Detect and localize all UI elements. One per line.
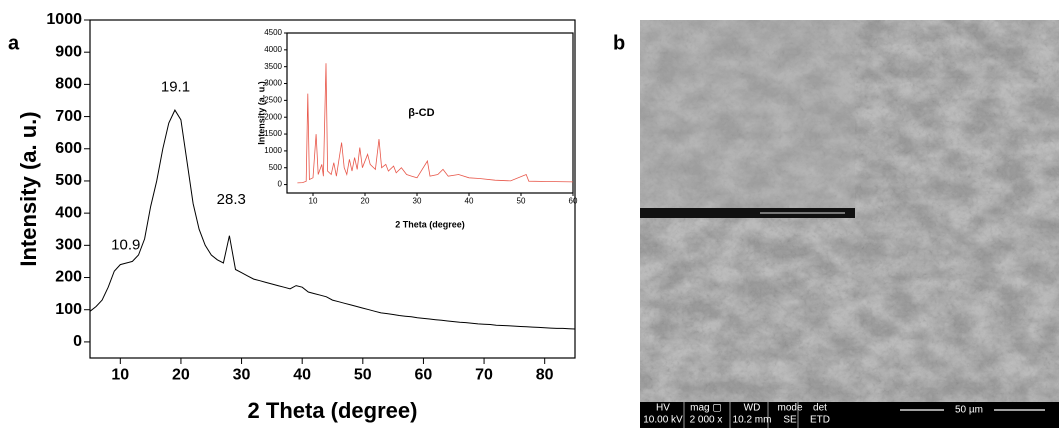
y-tick-label: 700 (55, 108, 82, 125)
sem-info-text: WD (744, 403, 761, 414)
x-tick-label: 10 (111, 366, 129, 383)
y-tick-label: 4000 (264, 45, 282, 54)
y-axis-label: Intensity (a. u.) (256, 81, 266, 145)
x-tick-label: 80 (536, 366, 554, 383)
sem-info-text: SE (783, 415, 797, 426)
y-tick-label: 200 (55, 269, 82, 286)
y-tick-label: 0 (73, 333, 82, 350)
x-tick-label: 30 (233, 366, 251, 383)
y-tick-label: 1000 (264, 146, 282, 155)
data-line (297, 63, 574, 184)
y-tick-label: 600 (55, 140, 82, 157)
x-tick-label: 20 (172, 366, 190, 383)
y-tick-label: 2000 (264, 112, 282, 121)
y-tick-label: 100 (55, 301, 82, 318)
sem-info-text: 10.2 mm (733, 415, 772, 426)
sem-info-text: HV (656, 403, 670, 414)
x-tick-label: 60 (415, 366, 433, 383)
peak-label: 28.3 (217, 191, 246, 208)
scale-bar-label: 50 µm (955, 405, 983, 416)
scale-bar-bg (944, 403, 994, 417)
panel-label: a (8, 32, 20, 54)
x-tick-label: 40 (293, 366, 311, 383)
x-tick-label: 60 (569, 197, 578, 206)
sem-info-text: mag ▢ (690, 403, 722, 414)
y-tick-label: 4500 (264, 28, 282, 37)
x-tick-label: 70 (475, 366, 493, 383)
data-line (89, 109, 576, 330)
y-tick-label: 1500 (264, 129, 282, 138)
y-tick-label: 500 (269, 163, 283, 172)
x-axis-label: 2 Theta (degree) (395, 219, 465, 229)
y-tick-label: 800 (55, 76, 82, 93)
x-tick-label: 50 (517, 197, 526, 206)
x-tick-label: 20 (361, 197, 370, 206)
peak-label: 19.1 (161, 79, 190, 96)
y-tick-label: 300 (55, 237, 82, 254)
peak-label: 10.9 (111, 236, 140, 253)
y-tick-label: 400 (55, 204, 82, 221)
y-tick-label: 900 (55, 43, 82, 60)
sem-info-text: 10.00 kV (643, 415, 683, 426)
x-tick-label: 50 (354, 366, 372, 383)
x-axis-label: 2 Theta (degree) (248, 398, 418, 423)
x-tick-label: 30 (413, 197, 422, 206)
y-tick-label: 1000 (46, 11, 82, 28)
y-tick-label: 0 (278, 180, 283, 189)
panel-label: b (613, 32, 625, 54)
sem-info-text: ETD (810, 415, 830, 426)
sem-info-text: det (813, 403, 827, 414)
x-tick-label: 10 (309, 197, 318, 206)
y-tick-label: 2500 (264, 95, 282, 104)
chart-title: β-CD (408, 107, 434, 119)
x-tick-label: 40 (465, 197, 474, 206)
y-tick-label: 3000 (264, 79, 282, 88)
sem-info-text: mode (777, 403, 802, 414)
y-tick-label: 3500 (264, 62, 282, 71)
sem-info-text: 2 000 x (690, 415, 723, 426)
y-tick-label: 500 (55, 172, 82, 189)
sem-image (640, 20, 1059, 402)
y-axis-label: Intensity (a. u.) (16, 111, 41, 266)
